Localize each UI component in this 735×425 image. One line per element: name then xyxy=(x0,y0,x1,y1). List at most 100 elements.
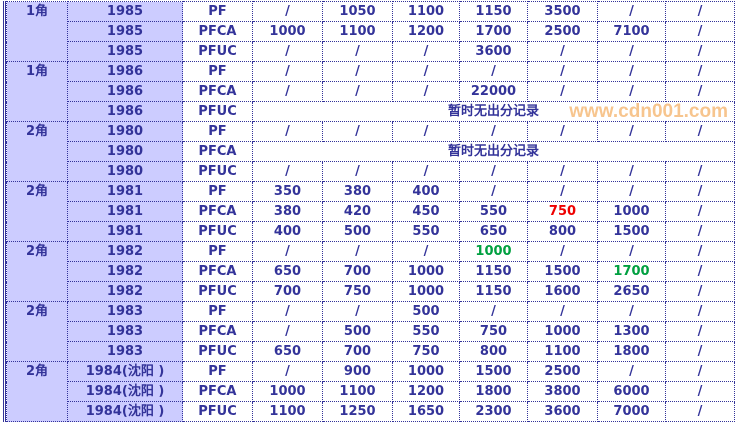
watermark: www.cdn001.com xyxy=(569,101,728,122)
price-cell: 1000 xyxy=(459,241,528,262)
year-cell: 1980 xyxy=(67,161,183,182)
price-cell: / xyxy=(392,41,460,62)
price-cell: / xyxy=(392,241,460,262)
year-cell: 1980 xyxy=(67,141,183,162)
price-cell: 700 xyxy=(322,261,393,282)
price-cell: 420 xyxy=(322,201,393,222)
price-cell: / xyxy=(527,121,598,142)
price-cell: 1300 xyxy=(597,321,666,342)
price-cell: / xyxy=(527,241,598,262)
table-row: 2角 1984(沈阳 ) PF/900 1000 1500 2500// xyxy=(6,361,735,422)
price-cell: 3600 xyxy=(459,41,528,62)
price-cell: / xyxy=(252,1,323,22)
price-cell: 1500 xyxy=(527,261,598,282)
price-cell: / xyxy=(322,41,393,62)
price-cell: / xyxy=(252,321,323,342)
price-cell: / xyxy=(597,361,666,382)
table-row: 1角 1985 PF/1050 1100 1150 3500// xyxy=(6,1,735,62)
price-cell: 2500 xyxy=(527,21,598,42)
year-cell: 1986 xyxy=(67,101,183,122)
price-cell: 350 xyxy=(252,181,323,202)
price-cell: / xyxy=(665,181,735,202)
year-cell: 1983 xyxy=(67,301,183,322)
grade-cell: PFCA xyxy=(182,381,253,402)
table-row: 1983 PFCA/500 550 750 1000 1300/ xyxy=(7,321,735,342)
table-row: 2角 1981 PF 350 380 400// / / xyxy=(6,181,735,242)
price-cell: / xyxy=(665,301,735,322)
price-cell: 380 xyxy=(322,181,393,202)
price-cell: / xyxy=(597,41,666,62)
table-row: 1980 PFCA 暂时无出分记录 xyxy=(7,141,735,162)
price-cell: 7100 xyxy=(597,21,666,42)
year-cell: 1985 xyxy=(67,1,183,22)
price-cell: 1150 xyxy=(459,1,528,22)
price-cell: 1800 xyxy=(597,341,666,362)
price-cell: / xyxy=(392,81,460,102)
price-cell: 2650 xyxy=(597,281,666,302)
grade-cell: PFUC xyxy=(182,161,253,182)
price-cell: 650 xyxy=(459,221,528,242)
price-cell: 1800 xyxy=(459,381,528,402)
year-cell: 1981 xyxy=(67,201,183,222)
year-cell: 1980 xyxy=(67,121,183,142)
price-cell: 2300 xyxy=(459,401,528,422)
price-cell: 1200 xyxy=(392,21,460,42)
table-row: 1982 PFCA 650 700 1000 1150 1500 1700/ xyxy=(7,261,735,282)
price-cell: 700 xyxy=(322,341,393,362)
price-cell: / xyxy=(597,81,666,102)
grade-cell: PFCA xyxy=(182,21,253,42)
price-cell: / xyxy=(597,121,666,142)
price-cell: / xyxy=(527,81,598,102)
year-cell: 1982 xyxy=(67,281,183,302)
price-cell: / xyxy=(597,161,666,182)
price-cell: / xyxy=(665,281,735,302)
year-cell: 1984(沈阳 ) xyxy=(67,361,183,382)
price-cell: 3800 xyxy=(527,381,598,402)
table-row: 1986 PFUC 暂时无出分记录 www.cdn001.com xyxy=(7,101,735,122)
price-cell: 800 xyxy=(459,341,528,362)
price-cell: 1100 xyxy=(527,341,598,362)
price-cell: 3500 xyxy=(527,1,598,22)
price-cell: 550 xyxy=(459,201,528,222)
price-table: 1角 1985 PF/1050 1100 1150 3500//1985 PFCA 1000 1… xyxy=(6,1,735,422)
price-cell: 500 xyxy=(322,221,393,242)
grade-cell: PF xyxy=(182,361,253,382)
price-cell: 450 xyxy=(392,201,460,222)
price-cell: / xyxy=(392,121,460,142)
grade-cell: PFCA xyxy=(182,201,253,222)
price-cell: 650 xyxy=(252,261,323,282)
price-cell: 400 xyxy=(392,181,460,202)
price-cell: 6000 xyxy=(597,381,666,402)
table-row: 2角 1983 PF //500// / / xyxy=(6,301,735,362)
price-cell: / xyxy=(665,161,735,182)
grade-cell: PFUC xyxy=(182,101,253,122)
grade-cell: PF xyxy=(182,301,253,322)
price-cell: 2500 xyxy=(527,361,598,382)
table-row: 1981 PFCA 380 420 450 550 750 1000/ xyxy=(7,201,735,222)
price-cell: / xyxy=(665,261,735,282)
price-cell: / xyxy=(252,81,323,102)
price-cell: 1600 xyxy=(527,281,598,302)
price-cell: / xyxy=(665,61,735,82)
price-cell: / xyxy=(322,241,393,262)
price-cell: / xyxy=(252,61,323,82)
price-cell: / xyxy=(665,201,735,222)
price-cell: 1000 xyxy=(252,21,323,42)
price-cell: 1100 xyxy=(392,1,460,22)
year-cell: 1985 xyxy=(67,41,183,62)
table-row: 1983 PFUC 650 700 750 800 1100 1800/ xyxy=(7,341,735,362)
denomination-cell: 2角 xyxy=(6,181,68,242)
year-cell: 1981 xyxy=(67,221,183,242)
price-cell: / xyxy=(597,181,666,202)
price-cell: / xyxy=(597,1,666,22)
price-cell: 750 xyxy=(459,321,528,342)
price-cell: 1050 xyxy=(322,1,393,22)
price-cell: / xyxy=(459,121,528,142)
price-cell: 1150 xyxy=(459,261,528,282)
table-row: 1985 PFCA 1000 1100 1200 1700 2500 7100/ xyxy=(7,21,735,42)
table-row: 1986 PFCA / //22000// / xyxy=(7,81,735,102)
price-cell: / xyxy=(392,161,460,182)
price-cell: 650 xyxy=(252,341,323,362)
table-row: 1981 PFUC 400 500 550 650 800 1500/ xyxy=(7,221,735,242)
price-cell: 1000 xyxy=(392,361,460,382)
